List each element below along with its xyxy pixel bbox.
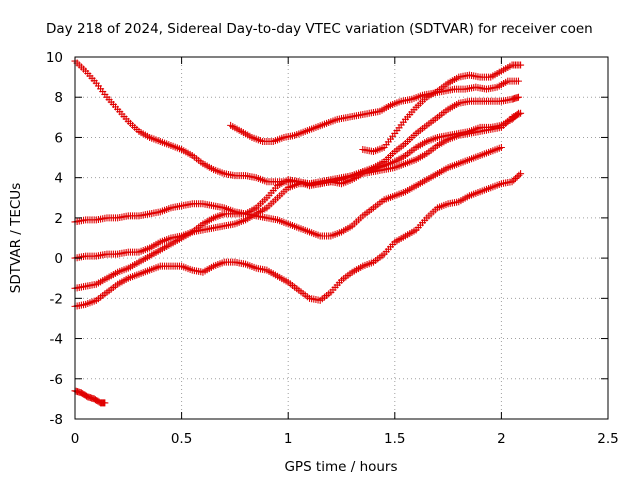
- y-axis-label: SDTVAR / TECUs: [8, 183, 24, 293]
- x-axis-label: GPS time / hours: [284, 459, 397, 475]
- series-s3: [359, 61, 525, 156]
- y-tick-label: 4: [54, 171, 63, 187]
- data-point-marker: [517, 109, 525, 117]
- plot-frame: [74, 56, 609, 420]
- x-tick-label: 2: [497, 431, 506, 447]
- x-tick-label: 2.5: [597, 431, 618, 447]
- data-point-marker: [511, 112, 519, 120]
- y-tick-label: -2: [50, 291, 63, 307]
- data-point-marker: [510, 113, 518, 121]
- y-tick-label: 0: [54, 251, 63, 267]
- data-point-marker: [514, 77, 522, 85]
- y-tick-label: 2: [54, 211, 63, 227]
- y-tick-label: -4: [50, 332, 63, 348]
- series-s6: [71, 109, 525, 292]
- data-point-marker: [515, 171, 523, 179]
- data-point-marker: [511, 174, 519, 182]
- series-s8: [71, 387, 109, 407]
- y-tick-label: -8: [50, 412, 63, 428]
- axis-ticks: 0 0.5 1 1.5 2 2.5 -8 -6 -4 -2 0 2 4 6 8 10: [46, 50, 619, 447]
- data-point-marker: [513, 111, 521, 119]
- x-tick-label: 0.5: [171, 431, 192, 447]
- data-point-marker: [510, 176, 518, 184]
- y-tick-label: -6: [50, 372, 63, 388]
- data-marks: [71, 57, 525, 407]
- data-point-marker: [515, 110, 523, 118]
- series-s7: [71, 170, 525, 310]
- chart-title: Day 218 of 2024, Sidereal Day-to-day VTE…: [46, 21, 593, 37]
- data-point-marker: [517, 61, 525, 69]
- data-point-marker: [508, 113, 516, 121]
- data-point-marker: [514, 93, 522, 101]
- y-tick-label: 6: [54, 130, 63, 146]
- data-point-marker: [517, 170, 525, 178]
- grid-layer: [75, 57, 608, 419]
- x-tick-label: 0: [71, 431, 80, 447]
- data-point-marker: [513, 173, 521, 181]
- data-point-marker: [101, 399, 109, 407]
- x-tick-label: 1.5: [384, 431, 405, 447]
- y-tick-label: 10: [46, 50, 63, 66]
- data-point-marker: [508, 178, 516, 186]
- data-point-marker: [497, 144, 505, 151]
- x-tick-label: 1: [284, 431, 293, 447]
- series-s4: [71, 144, 505, 240]
- y-tick-label: 8: [54, 90, 63, 106]
